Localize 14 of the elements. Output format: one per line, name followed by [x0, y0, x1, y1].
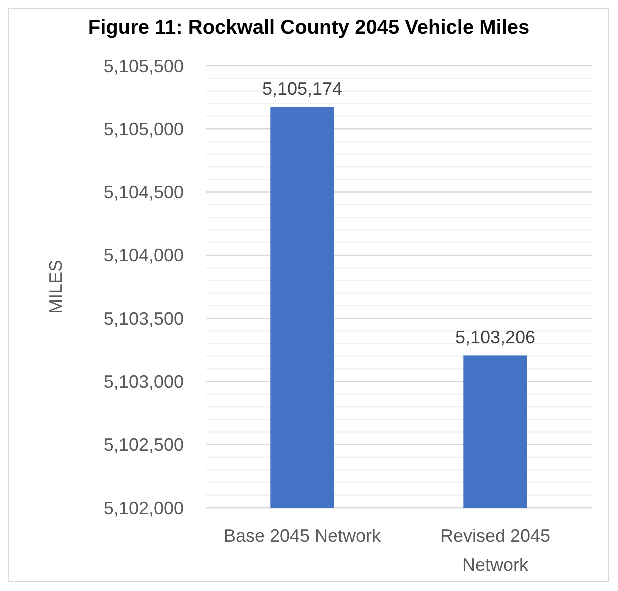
chart-title: Figure 11: Rockwall County 2045 Vehicle Miles [88, 17, 530, 39]
x-tick-label: Revised 2045 Network [440, 526, 551, 575]
y-tick-label: 5,105,000 [104, 119, 184, 140]
data-label: 5,103,206 [455, 328, 536, 348]
x-tick-label: Base 2045 Network [224, 526, 382, 546]
y-tick-label: 5,102,000 [104, 498, 184, 518]
y-tick-label: 5,103,500 [104, 308, 184, 329]
y-tick-label: 5,105,500 [104, 56, 184, 76]
y-tick-label: 5,104,000 [104, 246, 184, 266]
y-axis-title: MILES [46, 260, 66, 314]
data-label: 5,105,174 [262, 79, 343, 100]
y-tick-label: 5,103,000 [104, 372, 184, 392]
y-tick-label: 5,102,500 [104, 435, 184, 456]
y-tick-label: 5,104,500 [104, 182, 184, 203]
